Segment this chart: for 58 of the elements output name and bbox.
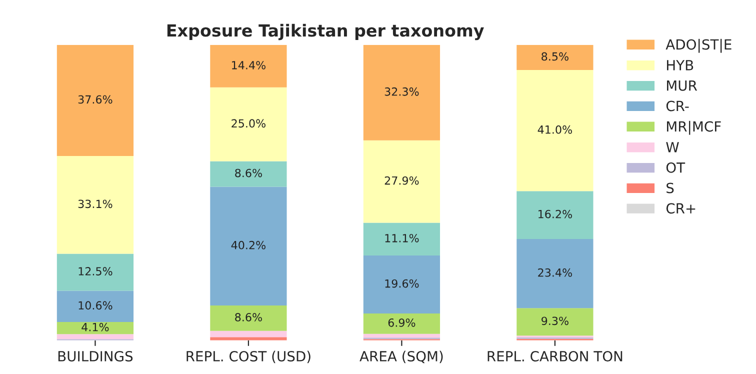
bar	[516, 44, 594, 70]
bar	[363, 222, 440, 256]
bar	[56, 44, 134, 156]
data-label: 40.2%	[231, 240, 266, 250]
data-label: 8.6%	[235, 168, 262, 178]
bar	[363, 313, 440, 334]
legend-label: MUR	[667, 80, 698, 91]
x-tick-label: REPL. CARBON TON	[488, 351, 622, 362]
bar	[210, 186, 287, 306]
bar	[56, 290, 134, 322]
data-label: 33.1%	[78, 200, 112, 208]
bar	[210, 161, 287, 187]
legend-label: CR+	[666, 203, 696, 214]
data-label: 37.6%	[78, 95, 112, 104]
data-label: 32.3%	[384, 87, 419, 96]
data-label: 8.5%	[542, 52, 568, 61]
bar	[363, 44, 440, 140]
data-label: 6.9%	[388, 318, 416, 327]
bar	[210, 305, 287, 331]
bar	[516, 191, 594, 239]
chart-title: Exposure Tajikistan per taxonomy	[167, 24, 484, 40]
legend-label: ADO|ST|E	[666, 38, 732, 53]
data-label: 16.2%	[538, 210, 572, 218]
bar	[363, 256, 440, 314]
legend-label: MR|MCF	[667, 120, 721, 135]
bar	[516, 238, 594, 308]
legend-label: CR-	[666, 100, 689, 112]
bar	[210, 44, 287, 88]
data-label: 10.6%	[78, 301, 112, 310]
data-label: 27.9%	[384, 176, 419, 185]
x-tick-label: AREA (SQM)	[360, 350, 443, 364]
data-label: 41.0%	[538, 125, 572, 134]
bar	[363, 140, 440, 223]
legend-label: W	[666, 142, 679, 152]
x-tick-label: REPL. COST (USD)	[186, 350, 310, 364]
bar	[56, 334, 134, 340]
bar	[56, 322, 134, 334]
bar	[210, 337, 287, 340]
legend-label: OT	[666, 162, 686, 173]
data-label: 12.5%	[78, 267, 112, 276]
bar	[516, 308, 594, 336]
data-label: 14.4%	[232, 60, 266, 70]
legend-label: HYB	[667, 60, 694, 70]
data-label: 25.0%	[232, 119, 266, 128]
data-label: 19.6%	[385, 279, 419, 288]
bar	[363, 334, 440, 338]
data-label: 4.1%	[82, 322, 109, 332]
data-label: 8.6%	[235, 313, 262, 322]
data-label: 9.3%	[542, 316, 568, 326]
data-label: 11.1%	[385, 234, 419, 242]
bar	[56, 254, 134, 291]
bar	[210, 87, 287, 162]
data-label: 23.4%	[538, 268, 572, 277]
bar	[516, 70, 594, 192]
legend-label: S	[666, 182, 674, 194]
bar	[56, 156, 134, 254]
x-tick-label: BUILDINGS	[58, 351, 133, 362]
bar	[210, 330, 287, 338]
